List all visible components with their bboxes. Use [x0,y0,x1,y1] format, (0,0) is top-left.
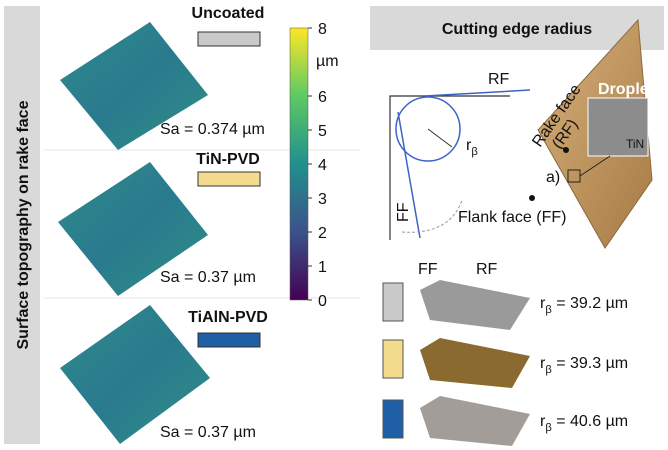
sa-value: Sa = 0.37 µm [160,424,256,441]
label: FF [395,202,412,222]
radius-label: rβ = 40.6 µm [540,413,628,434]
colorbar-unit: µm [316,53,339,70]
left-title: Surface topography on rake face [15,100,32,349]
colorbar-tick-label: 0 [318,293,327,310]
label: RF [476,261,498,278]
colorbar-tick-label: 8 [318,21,327,38]
edge-profile [420,280,530,330]
label: Flank face (FF) [458,209,566,226]
swatch [383,283,403,321]
value: = 39.3 µm [552,355,628,372]
label: FF [418,261,438,278]
value: = 40.6 µm [552,413,628,430]
colorbar-tick-label: 1 [318,259,327,276]
colorbar [290,28,308,300]
swatch [198,172,260,186]
radius-label: rβ = 39.3 µm [540,355,628,376]
colorbar-tick-label: 3 [318,191,327,208]
swatch [198,333,260,347]
label: RF [488,71,510,88]
sa-value: Sa = 0.374 µm [160,121,265,138]
subscript: β [471,146,477,158]
sample-name: TiN-PVD [196,151,260,168]
value: = 39.2 µm [552,295,628,312]
sample-name: TiAlN-PVD [188,309,268,326]
radius-label: rβ = 39.2 µm [540,295,628,316]
figure: Surface topography on rake face Uncoated… [0,0,668,450]
label: a) [546,169,560,186]
colorbar-tick-label: 2 [318,225,327,242]
colorbar-tick-label: 4 [318,157,327,174]
label: Droplets [598,81,663,98]
sample-name: Uncoated [192,5,265,22]
colorbar-tick-label: 5 [318,123,327,140]
radius-label: rβ [466,137,478,158]
swatch [198,32,260,46]
right-title: Cutting edge radius [442,21,592,38]
sa-value: Sa = 0.37 µm [160,269,256,286]
edge-profile [420,338,530,388]
edge-profile [420,396,530,446]
colorbar-tick-label: 6 [318,89,327,106]
swatch [383,340,403,378]
swatch [383,400,403,438]
label: TiN [626,137,644,151]
